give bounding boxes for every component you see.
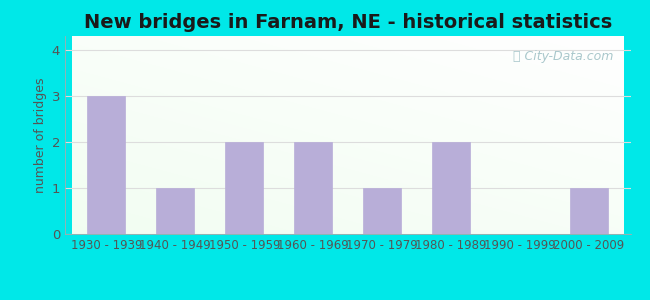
Title: New bridges in Farnam, NE - historical statistics: New bridges in Farnam, NE - historical s… — [84, 13, 612, 32]
Bar — [363, 188, 401, 234]
Bar — [432, 142, 470, 234]
Bar — [294, 142, 332, 234]
Bar — [87, 96, 125, 234]
Y-axis label: number of bridges: number of bridges — [34, 77, 47, 193]
Text: ⓘ City-Data.com: ⓘ City-Data.com — [513, 50, 614, 63]
Bar — [226, 142, 263, 234]
Bar — [570, 188, 608, 234]
Bar — [157, 188, 194, 234]
